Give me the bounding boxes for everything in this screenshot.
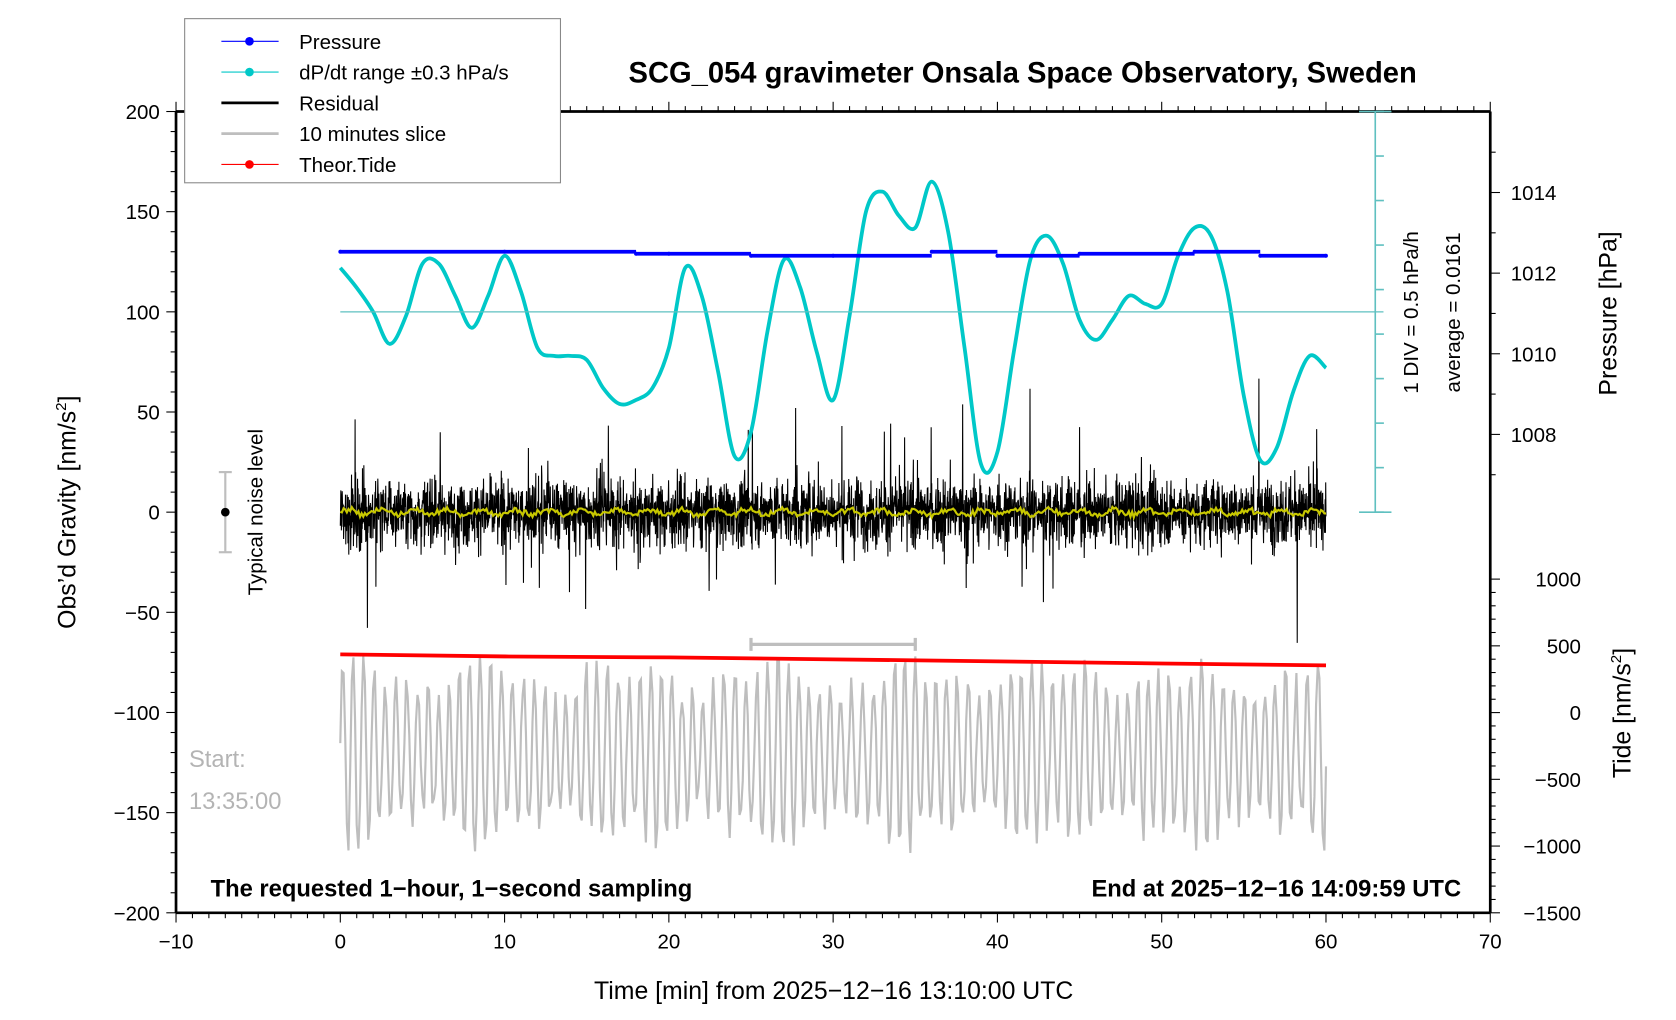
x-axis: −10 0 10 20 30 40 50 60 70 (159, 101, 1502, 953)
y-tick-label: −200 (114, 902, 160, 925)
pressure-point (831, 253, 836, 258)
dpdt-scale-axis (340, 110, 1392, 513)
pressure-point (1324, 253, 1328, 258)
pressure-point (634, 251, 638, 256)
tide-series (340, 652, 1327, 668)
legend-swatch-marker (245, 67, 254, 77)
tide-tick-label: 0 (1570, 702, 1581, 725)
x-tick-label: 40 (986, 930, 1009, 953)
y-axis-tide: 1000 500 0 −500 −1000 −1500 (1490, 569, 1581, 925)
ten-minute-slice-series (339, 654, 1328, 854)
y-axis-label-tide: Tide [nm/s2] (1608, 648, 1637, 778)
pressure-point (929, 249, 934, 254)
y-tick-label: −50 (125, 602, 160, 625)
x-tick-label: 20 (657, 930, 680, 953)
x-tick-label: 30 (822, 930, 845, 953)
tide-line (340, 652, 1327, 668)
residual-line (339, 378, 1327, 643)
pressure-point (1192, 249, 1197, 254)
tide-tick-label: 500 (1547, 635, 1581, 658)
pressure-point (502, 249, 507, 254)
y-tick-label: 100 (126, 301, 160, 324)
pressure-point (995, 253, 1000, 258)
y-axis-left: 200 150 100 50 0 −50 −100 −150 −200 (114, 101, 177, 925)
y-axis-pressure: 1014 1012 1010 1008 (1490, 151, 1557, 476)
y-tick-label: 50 (137, 402, 160, 425)
dpdt-line (338, 179, 1328, 475)
tide-tick-label: −500 (1535, 769, 1581, 792)
pressure-line (340, 249, 1327, 258)
x-tick-label: 0 (335, 930, 346, 953)
x-axis-label: Time [min] from 2025−12−16 13:10:00 UTC (594, 978, 1073, 1005)
legend-swatch-marker (245, 37, 254, 46)
legend-swatch-marker (245, 160, 254, 169)
x-tick-label: 60 (1315, 930, 1338, 953)
pressure-tick-label: 1012 (1511, 263, 1557, 286)
x-tick-label: 50 (1150, 930, 1173, 953)
ten-minute-slice-line (339, 654, 1328, 854)
dpdt-scale-annotation: 1 DIV = 0.5 hPa/h (1400, 231, 1423, 393)
pressure-series (338, 249, 1328, 258)
residual-smoothed-series (339, 504, 1327, 521)
noise-level-label: Typical noise level (244, 429, 267, 595)
chart-title: SCG_054 gravimeter Onsala Space Observat… (629, 57, 1417, 89)
pressure-point (666, 251, 671, 256)
noise-level-indicator (218, 471, 232, 554)
start-label: Start: (189, 746, 246, 773)
dpdt-average-annotation: average = 0.0161 (1442, 232, 1465, 392)
residual-smoothed-line (339, 504, 1327, 521)
legend-label: Pressure (299, 31, 381, 54)
y-tick-label: 0 (148, 502, 159, 525)
pressure-point (749, 253, 753, 258)
y-axis-label-left: Obs’d Gravity [nm/s2] (53, 396, 82, 629)
pressure-tick-label: 1008 (1511, 424, 1557, 447)
tide-tick-label: −1000 (1523, 836, 1581, 859)
x-tick-label: −10 (159, 930, 194, 953)
legend: Pressure dP/dt range ±0.3 hPa/s Residual 10… (184, 18, 562, 184)
residual-series (339, 378, 1327, 643)
pressure-tick-label: 1014 (1511, 182, 1557, 205)
y-tick-label: 200 (126, 101, 160, 124)
pressure-point (1258, 253, 1263, 258)
bottom-right-note: End at 2025−12−16 14:09:59 UTC (1091, 876, 1461, 903)
legend-label: dP/dt range ±0.3 hPa/s (299, 62, 509, 85)
start-time: 13:35:00 (189, 788, 281, 815)
legend-label: Residual (299, 92, 379, 115)
legend-label: Theor.Tide (299, 154, 396, 177)
dpdt-series (338, 179, 1328, 475)
tide-tick-label: −1500 (1523, 902, 1581, 925)
tide-tick-label: 1000 (1535, 569, 1581, 592)
pressure-point (1077, 251, 1082, 256)
slice-range-bar (749, 637, 917, 651)
legend-label: 10 minutes slice (299, 123, 446, 146)
y-axis-label-pressure: Pressure [hPa] (1596, 231, 1623, 395)
pressure-point (338, 249, 343, 254)
y-tick-label: 150 (126, 201, 160, 224)
pressure-tick-label: 1010 (1511, 343, 1557, 366)
y-tick-label: −150 (114, 802, 160, 825)
bottom-left-note: The requested 1−hour, 1−second sampling (211, 876, 693, 903)
y-tick-label: −100 (114, 702, 160, 725)
x-tick-label: 10 (493, 930, 516, 953)
noise-center-point (220, 507, 230, 517)
x-tick-label: 70 (1479, 930, 1502, 953)
